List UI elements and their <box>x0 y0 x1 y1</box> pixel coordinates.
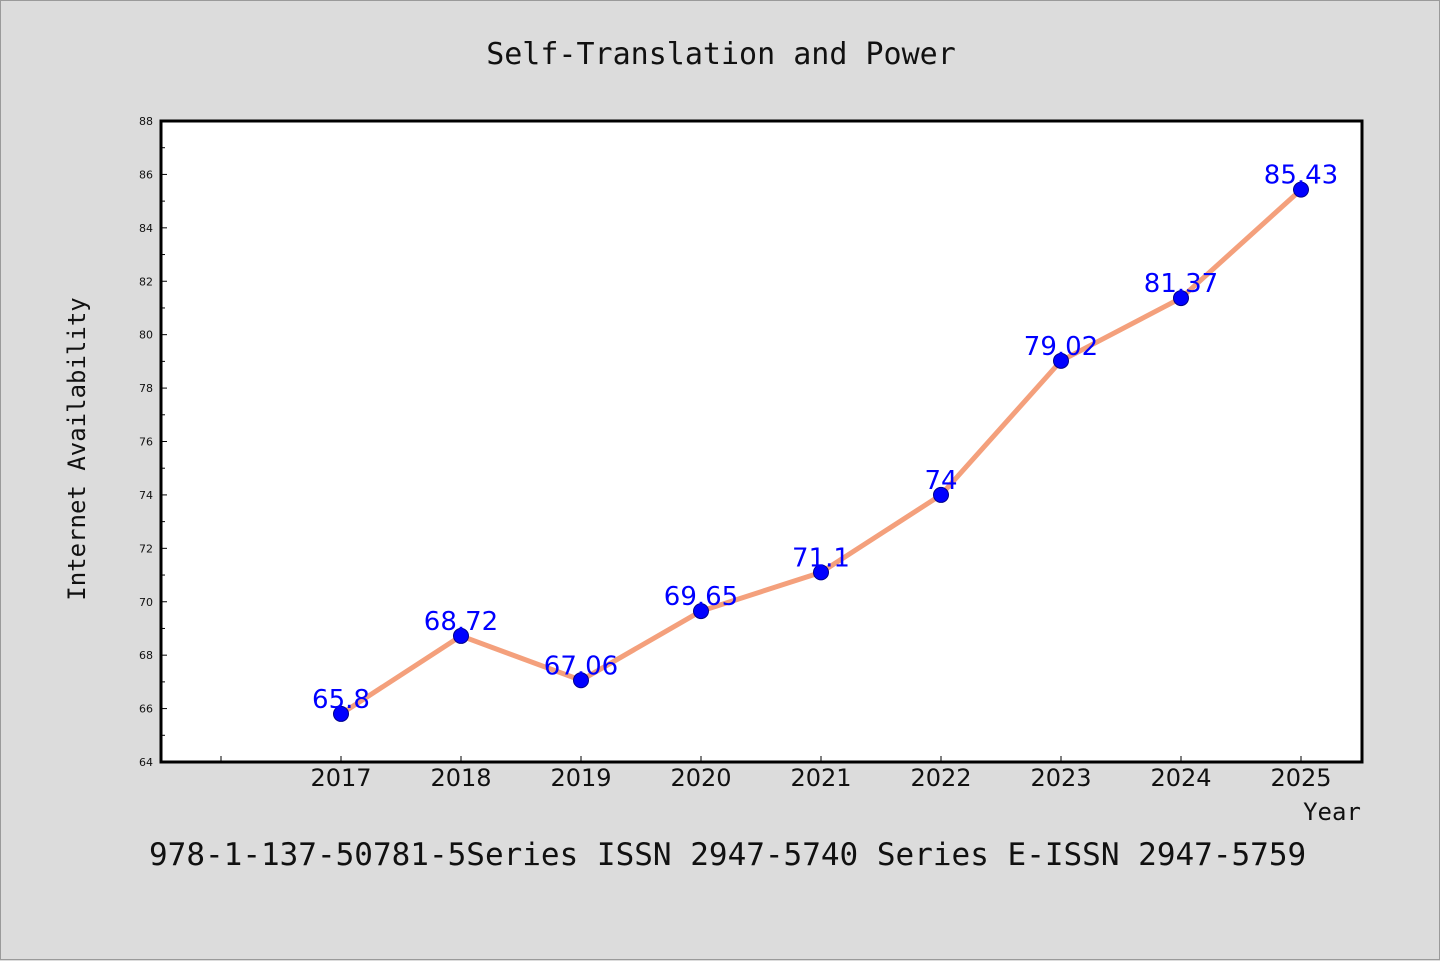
data-label: 85.43 <box>1264 161 1338 191</box>
y-tick-label: 64 <box>139 756 153 769</box>
data-label: 81.37 <box>1144 269 1218 299</box>
series-layer <box>333 181 1309 722</box>
x-tick-label: 2021 <box>790 764 851 792</box>
data-label: 65.8 <box>312 685 370 715</box>
data-point <box>453 627 469 644</box>
data-point <box>1053 352 1069 369</box>
y-tick-label: 66 <box>139 703 153 716</box>
data-point <box>573 672 589 689</box>
data-label: 74 <box>924 466 957 496</box>
x-tick-label: 2023 <box>1030 764 1091 792</box>
y-axis-label: Internet Availability <box>63 297 91 600</box>
y-tick-label: 82 <box>139 275 153 288</box>
y-axis: 64 66 68 70 72 74 76 78 80 82 84 86 88 <box>139 115 167 769</box>
y-tick-label: 74 <box>139 489 153 502</box>
chart-title: Self-Translation and Power <box>486 37 956 72</box>
x-axis-label: Year <box>1303 798 1361 826</box>
x-tick-label: 2025 <box>1270 764 1331 792</box>
data-label: 67.06 <box>544 651 618 681</box>
data-label: 79.02 <box>1024 332 1098 362</box>
x-tick-label: 2020 <box>670 764 731 792</box>
y-tick-label: 72 <box>139 542 153 555</box>
y-tick-label: 78 <box>139 382 153 395</box>
data-label: 68.72 <box>424 607 498 637</box>
x-tick-label: 2019 <box>550 764 611 792</box>
x-tick-label: 2022 <box>910 764 971 792</box>
data-point <box>813 564 829 581</box>
x-tick-label: 2017 <box>310 764 371 792</box>
y-tick-label: 88 <box>139 115 153 128</box>
data-point <box>693 603 709 620</box>
data-point <box>1293 181 1309 198</box>
x-axis: 2017 2018 2019 2020 2021 2022 2023 2024 2025 <box>220 756 1332 792</box>
data-point <box>933 486 949 503</box>
footer-isbn-issn: 978-1-137-50781-5Series ISSN 2947-5740 S… <box>149 837 1306 873</box>
x-tick-label: 2024 <box>1150 764 1211 792</box>
data-point <box>333 705 349 722</box>
data-label: 71.1 <box>792 543 850 573</box>
y-tick-label: 84 <box>139 222 153 235</box>
y-tick-label: 86 <box>139 168 153 181</box>
y-tick-label: 68 <box>139 649 153 662</box>
y-tick-label: 80 <box>139 329 153 342</box>
data-label: 69.65 <box>664 582 738 612</box>
x-tick-label: 2018 <box>430 764 491 792</box>
y-tick-label: 76 <box>139 436 153 449</box>
data-point <box>1173 290 1189 307</box>
plot-area <box>159 119 1364 764</box>
data-labels-layer: 65.8 68.72 67.06 69.65 71.1 74 79.02 81.37 85.43 <box>312 161 1338 715</box>
y-tick-label: 70 <box>139 596 153 609</box>
